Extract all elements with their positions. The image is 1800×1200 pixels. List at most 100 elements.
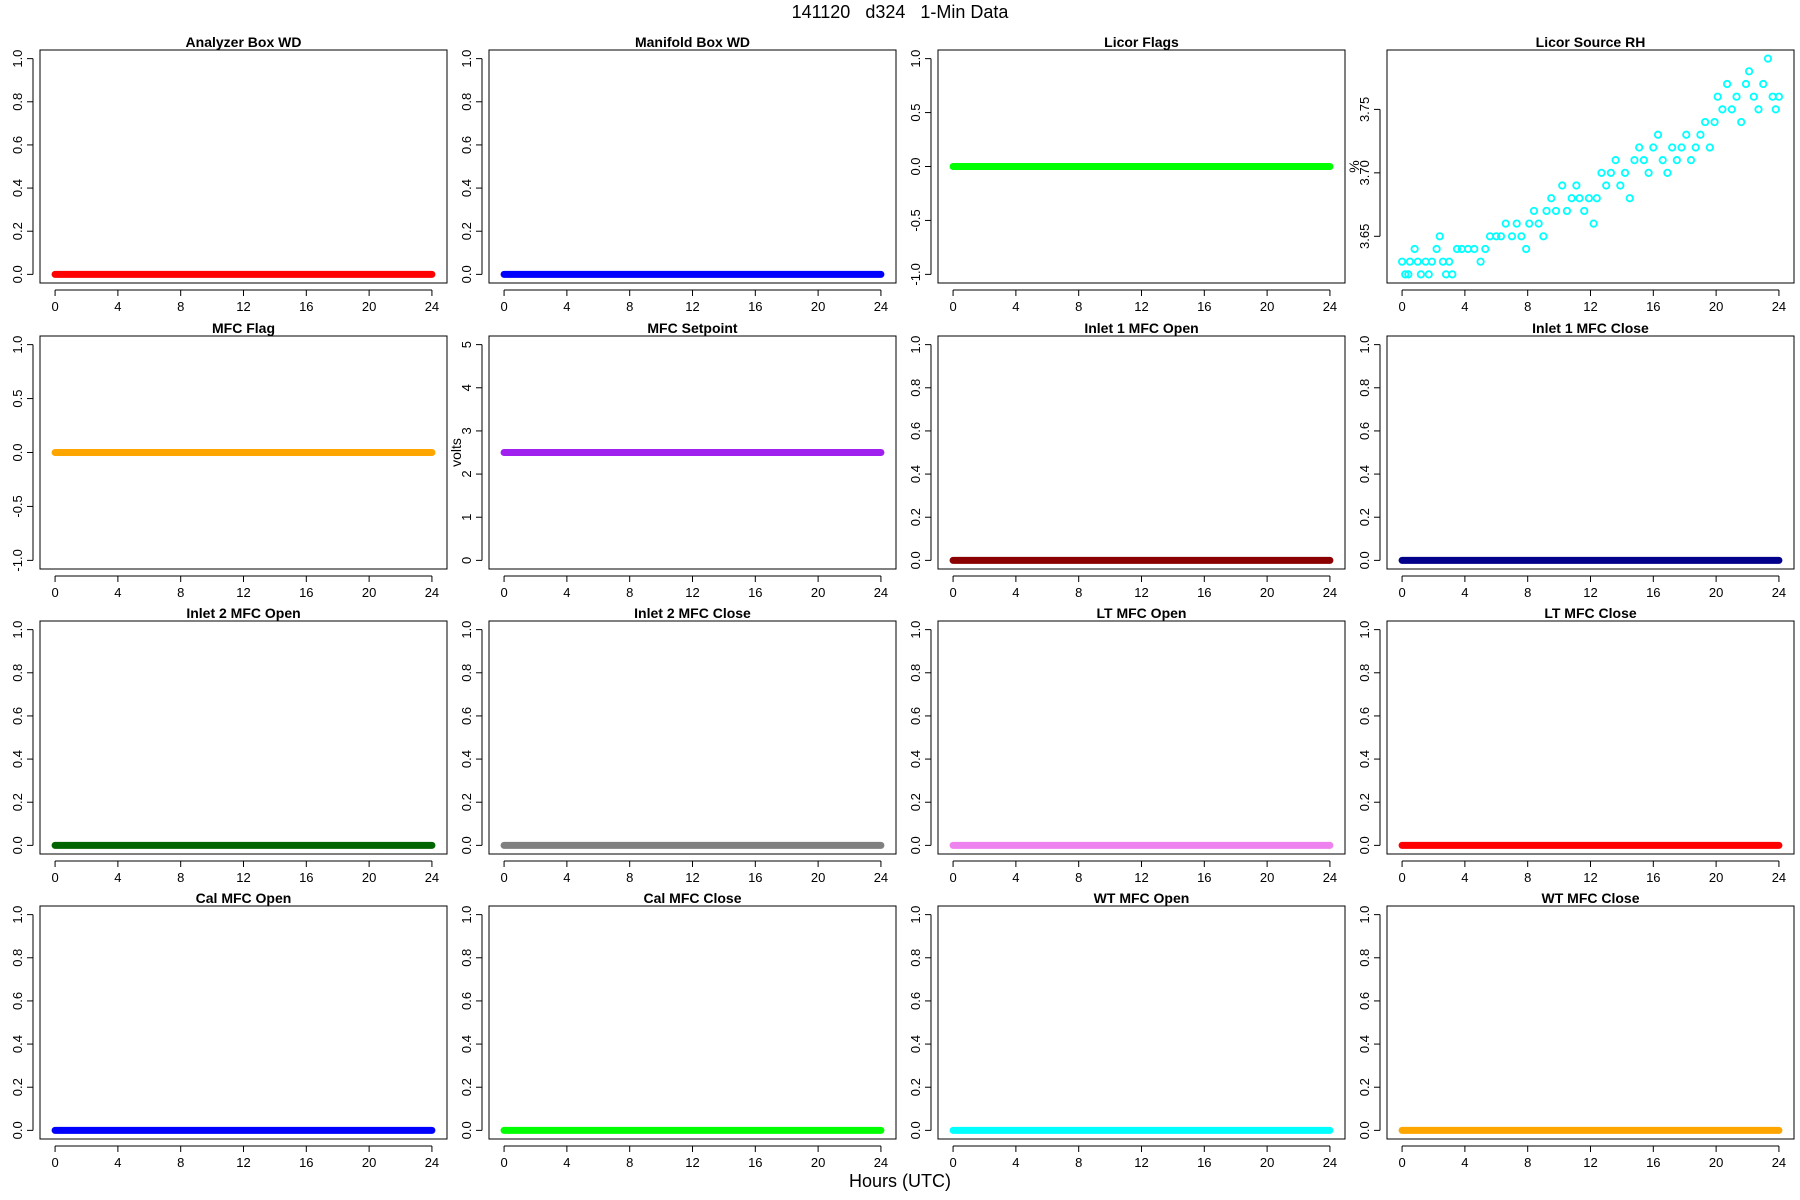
y-tick-label: 0.8 bbox=[1357, 664, 1372, 682]
data-point bbox=[1492, 232, 1501, 241]
x-tick-label: 8 bbox=[1524, 1155, 1531, 1170]
y-tick-label: 0 bbox=[459, 557, 474, 564]
x-tick-label: 16 bbox=[748, 585, 762, 600]
panel-11: LT MFC Close 0 4 8 12 16 20 24 0.0 0.2 0.4 0.6 0.8 1.… bbox=[1357, 605, 1795, 885]
data-point bbox=[1496, 232, 1506, 241]
data-point bbox=[1481, 244, 1490, 254]
x-tick-label: 8 bbox=[1524, 585, 1531, 600]
y-tick-label: 0.8 bbox=[10, 93, 25, 111]
x-tick-label: 24 bbox=[425, 870, 439, 885]
y-tick-label: 1.0 bbox=[1357, 621, 1372, 639]
data-point bbox=[1562, 206, 1572, 216]
x-tick-label: 20 bbox=[1709, 1155, 1723, 1170]
panel-title: MFC Flag bbox=[212, 320, 275, 336]
y-tick-label: 0.0 bbox=[1357, 1121, 1372, 1139]
x-tick-label: 0 bbox=[1398, 1155, 1405, 1170]
x-tick-label: 4 bbox=[1461, 1155, 1468, 1170]
panel-title: Analyzer Box WD bbox=[186, 34, 302, 50]
x-tick-label: 24 bbox=[425, 1155, 439, 1170]
data-point bbox=[1432, 244, 1441, 254]
x-tick-label: 12 bbox=[236, 870, 250, 885]
y-tick-label: 1.0 bbox=[459, 50, 474, 68]
panel-title: Cal MFC Close bbox=[643, 890, 741, 906]
x-tick-label: 12 bbox=[1583, 585, 1597, 600]
data-point bbox=[1558, 181, 1567, 190]
y-tick-label: 5 bbox=[459, 341, 474, 348]
data-point bbox=[1713, 92, 1722, 101]
y-tick-label: 0.6 bbox=[459, 992, 474, 1010]
plot-frame bbox=[937, 905, 1346, 1140]
panel-title: WT MFC Close bbox=[1542, 890, 1640, 906]
x-tick-label: 12 bbox=[1134, 585, 1148, 600]
y-tick-label: 0.8 bbox=[908, 949, 923, 967]
y-tick-label: 0.8 bbox=[908, 664, 923, 682]
y-tick-label: 0.8 bbox=[459, 93, 474, 111]
y-tick-label: 0.6 bbox=[459, 707, 474, 725]
x-tick-label: 16 bbox=[748, 870, 762, 885]
data-point bbox=[1580, 206, 1589, 216]
y-tick-label: 0.2 bbox=[459, 793, 474, 811]
data-point bbox=[1759, 79, 1768, 89]
panel-8: Inlet 2 MFC Open 0 4 8 12 16 20 24 0.0 0.2 0.4 0.6 0… bbox=[10, 605, 448, 885]
x-tick-label: 20 bbox=[1260, 870, 1274, 885]
x-tick-label: 16 bbox=[1197, 299, 1211, 314]
x-tick-label: 16 bbox=[1646, 1155, 1660, 1170]
y-tick-label: 0.2 bbox=[459, 1078, 474, 1096]
panel-15: WT MFC Close 0 4 8 12 16 20 24 0.0 0.2 0.4 0.6 0.8 1.… bbox=[1357, 890, 1795, 1170]
data-point bbox=[1727, 105, 1736, 114]
y-tick-label: 1.0 bbox=[459, 621, 474, 639]
plot-frame bbox=[488, 335, 897, 570]
x-tick-label: 12 bbox=[236, 585, 250, 600]
y-tick-label: 0.8 bbox=[1357, 949, 1372, 967]
panel-title: WT MFC Open bbox=[1094, 890, 1190, 906]
y-tick-label: 0.0 bbox=[908, 551, 923, 569]
x-tick-label: 16 bbox=[748, 1155, 762, 1170]
x-tick-label: 24 bbox=[874, 1155, 888, 1170]
panel-title: Cal MFC Open bbox=[196, 890, 292, 906]
y-tick-label: 0.4 bbox=[908, 465, 923, 483]
y-tick-label: 0.2 bbox=[1357, 1078, 1372, 1096]
data-point bbox=[1718, 105, 1727, 114]
y-tick-label: 0.0 bbox=[908, 1121, 923, 1139]
panel-12: Cal MFC Open 0 4 8 12 16 20 24 0.0 0.2 0.4 0.6 0.8 1.… bbox=[10, 890, 448, 1170]
x-tick-label: 0 bbox=[51, 299, 58, 314]
y-tick-label: 0.4 bbox=[1357, 1035, 1372, 1053]
y-tick-label: 0.6 bbox=[908, 707, 923, 725]
panel-title: Licor Flags bbox=[1104, 34, 1179, 50]
y-tick-label: -1.0 bbox=[908, 263, 923, 285]
data-point bbox=[1512, 219, 1521, 228]
y-tick-label: 1.0 bbox=[10, 50, 25, 68]
data-point bbox=[1410, 244, 1419, 254]
x-tick-label: 12 bbox=[1134, 299, 1148, 314]
panel-2: Licor Flags 0 4 8 12 16 20 24 -1.0 -0.5 0.0 0.5 1.0 bbox=[908, 34, 1346, 314]
y-tick-label: 0.4 bbox=[1357, 750, 1372, 768]
y-tick-label: 0.0 bbox=[908, 836, 923, 854]
data-point bbox=[1534, 219, 1543, 228]
data-point bbox=[1732, 92, 1741, 101]
y-tick-label: 1.0 bbox=[459, 906, 474, 924]
x-tick-label: 24 bbox=[1772, 299, 1786, 314]
x-tick-label: 24 bbox=[874, 870, 888, 885]
x-tick-label: 16 bbox=[1197, 585, 1211, 600]
y-tick-label: 1.0 bbox=[1357, 336, 1372, 354]
plot-frame bbox=[1386, 49, 1795, 284]
x-tick-label: 20 bbox=[811, 870, 825, 885]
data-point bbox=[1501, 219, 1510, 228]
panel-10: LT MFC Open 0 4 8 12 16 20 24 0.0 0.2 0.4 0.6 0.8 1.0 bbox=[908, 605, 1346, 885]
data-point bbox=[1416, 270, 1426, 279]
x-tick-label: 16 bbox=[1646, 870, 1660, 885]
x-tick-label: 0 bbox=[51, 870, 58, 885]
data-point bbox=[1691, 143, 1700, 152]
data-point bbox=[1635, 143, 1644, 152]
data-point bbox=[1405, 257, 1415, 266]
panel-7: Inlet 1 MFC Close 0 4 8 12 16 20 24 0.0 0.2 0.4 0.6… bbox=[1357, 320, 1795, 600]
data-point bbox=[1522, 244, 1531, 254]
x-tick-label: 24 bbox=[1772, 1155, 1786, 1170]
x-tick-label: 20 bbox=[362, 870, 376, 885]
x-tick-label: 12 bbox=[1134, 1155, 1148, 1170]
x-tick-label: 8 bbox=[626, 870, 633, 885]
data-point bbox=[1701, 117, 1710, 127]
data-point bbox=[1424, 270, 1433, 279]
panel-title: Inlet 2 MFC Open bbox=[186, 605, 300, 621]
